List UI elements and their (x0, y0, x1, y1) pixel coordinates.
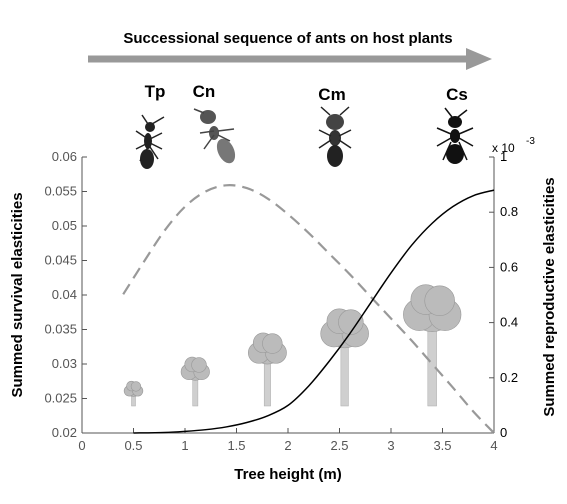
y-right-tick-label: 0 (500, 425, 507, 440)
y-right-tick-label: 0.4 (500, 315, 518, 330)
tree-illustration (123, 380, 144, 407)
y-left-tick-label: 0.035 (44, 322, 77, 337)
ant-label-tp: Tp (145, 82, 166, 101)
x-tick-label: 0.5 (124, 438, 142, 453)
y-left-tick-label: 0.05 (52, 218, 77, 233)
y-left-tick-label: 0.03 (52, 356, 77, 371)
ant-labels: Tp Cn Cm Cs (145, 82, 468, 104)
x-tick-label: 2 (284, 438, 291, 453)
ant-cs-icon (436, 107, 474, 164)
y-left-tick-label: 0.055 (44, 184, 77, 199)
chart-title: Successional sequence of ants on host pl… (123, 30, 452, 47)
x-tick-label: 2.5 (330, 438, 348, 453)
x-tick-label: 1 (181, 438, 188, 453)
ant-label-cm: Cm (318, 85, 345, 104)
x-axis-ticks: 0 0.5 1 1.5 2 2.5 3 3.5 4 (78, 428, 498, 453)
tree-illustrations (123, 284, 462, 407)
right-axis-exponent-base: x 10 (492, 141, 515, 155)
y-axis-left-ticks: 0.02 0.025 0.03 0.035 0.04 0.045 0.05 0.055 0.06 (44, 149, 87, 440)
y-right-tick-label: 0.6 (500, 259, 518, 274)
y-right-tick-label: 0.2 (500, 370, 518, 385)
x-tick-label: 4 (490, 438, 497, 453)
tree-illustration (320, 308, 369, 407)
y-axis-left-title: Summed survival elasticities (9, 192, 26, 397)
tree-illustration (403, 284, 462, 407)
x-tick-label: 3.5 (433, 438, 451, 453)
ant-label-cs: Cs (446, 85, 468, 104)
x-axis-title: Tree height (m) (234, 466, 342, 483)
y-left-tick-label: 0.02 (52, 425, 77, 440)
y-left-tick-label: 0.04 (52, 287, 77, 302)
ant-label-cn: Cn (193, 82, 216, 101)
right-axis-exponent-power: -3 (526, 136, 535, 147)
ant-cn-icon (193, 108, 236, 164)
succession-arrow-head (466, 48, 492, 70)
survival-elasticity-line (122, 184, 495, 434)
x-tick-label: 1.5 (227, 438, 245, 453)
y-axis-right-title: Summed reproductive elasticities (541, 177, 558, 416)
y-left-tick-label: 0.025 (44, 391, 77, 406)
y-left-tick-label: 0.06 (52, 149, 77, 164)
reproductive-elasticity-line (133, 189, 495, 434)
series-layer (122, 184, 495, 434)
x-tick-label: 3 (387, 438, 394, 453)
tree-illustration (180, 356, 210, 407)
y-right-tick-label: 1 (500, 149, 507, 164)
ant-tp-icon (135, 114, 165, 169)
tree-illustration (247, 332, 287, 407)
y-axis-right-ticks: 0 0.2 0.4 0.6 0.8 1 (489, 149, 518, 440)
succession-banner: Successional sequence of ants on host pl… (88, 30, 492, 70)
y-right-tick-label: 0.8 (500, 204, 518, 219)
right-axis-exponent: x 10 -3 (492, 136, 535, 155)
x-tick-label: 0 (78, 438, 85, 453)
ant-cm-icon (318, 106, 352, 167)
y-left-tick-label: 0.045 (44, 253, 77, 268)
